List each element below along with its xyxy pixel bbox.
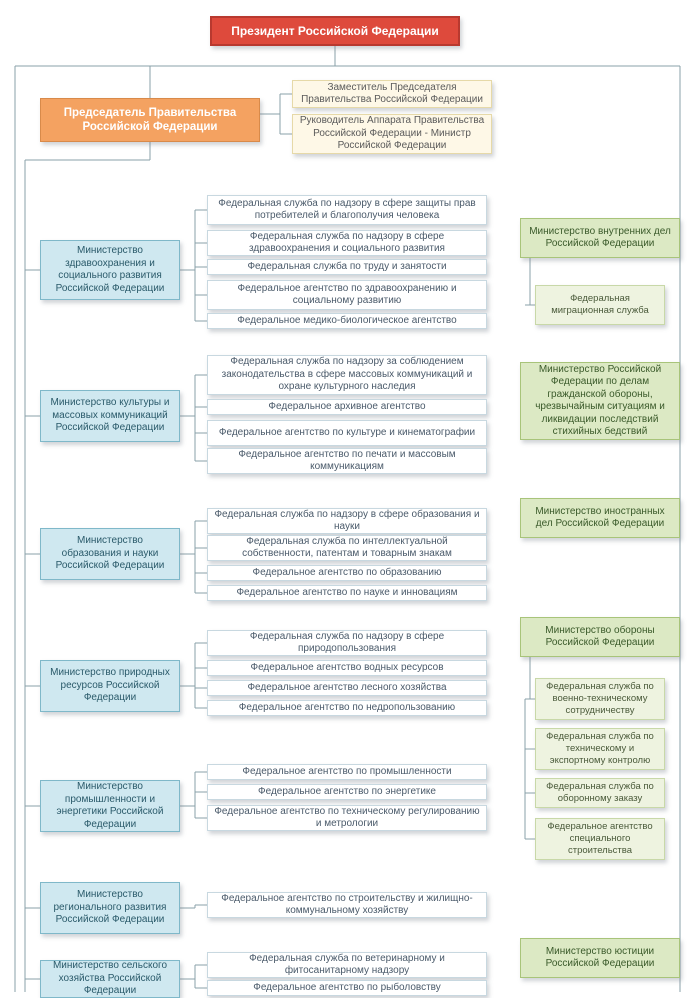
president-box: Президент Российской Федерации — [210, 16, 460, 46]
agency-0-2: Федеральная служба по труду и занятости — [207, 259, 487, 275]
agency-1-3: Федеральное агентство по печати и массов… — [207, 448, 487, 474]
agency-1-2: Федеральное агентство по культуре и кине… — [207, 420, 487, 446]
chairman-box: Председатель Правительства Российской Фе… — [40, 98, 260, 142]
agency-0-3: Федеральное агентство по здравоохранению… — [207, 280, 487, 310]
agency-5-0: Федеральное агентство по строительству и… — [207, 892, 487, 918]
ministry-blue-5: Министерство регионального развития Росс… — [40, 882, 180, 934]
agency-2-0: Федеральная служба по надзору в сфере об… — [207, 508, 487, 534]
agency-3-3: Федеральное агентство по недропользовани… — [207, 700, 487, 716]
agency-0-0: Федеральная служба по надзору в сфере за… — [207, 195, 487, 225]
sub-green-3-3: Федеральное агентство специального строи… — [535, 818, 665, 860]
deputy-box-1: Руководитель Аппарата Правительства Росс… — [292, 114, 492, 154]
agency-2-1: Федеральная служба по интеллектуальной с… — [207, 535, 487, 561]
ministry-green-2: Министерство иностранных дел Российской … — [520, 498, 680, 538]
agency-2-3: Федеральное агентство по науке и инновац… — [207, 585, 487, 601]
agency-0-1: Федеральная служба по надзору в сфере зд… — [207, 230, 487, 256]
ministry-green-1: Министерство Российской Федерации по дел… — [520, 362, 680, 440]
agency-3-2: Федеральное агентство лесного хозяйства — [207, 680, 487, 696]
agency-6-1: Федеральное агентство по рыболовству — [207, 980, 487, 996]
ministry-green-4: Министерство юстиции Российской Федераци… — [520, 938, 680, 978]
sub-green-3-1: Федеральная служба по техническому и экс… — [535, 728, 665, 770]
agency-1-1: Федеральное архивное агентство — [207, 399, 487, 415]
ministry-green-3: Министерство обороны Российской Федераци… — [520, 617, 680, 657]
agency-2-2: Федеральное агентство по образованию — [207, 565, 487, 581]
sub-green-3-2: Федеральная служба по оборонному заказу — [535, 778, 665, 808]
sub-green-3-0: Федеральная служба по военно-техническом… — [535, 678, 665, 720]
ministry-green-0: Министерство внутренних дел Российской Ф… — [520, 218, 680, 258]
ministry-blue-1: Министерство культуры и массовых коммуни… — [40, 390, 180, 442]
agency-1-0: Федеральная служба по надзору за соблюде… — [207, 355, 487, 395]
agency-3-0: Федеральная служба по надзору в сфере пр… — [207, 630, 487, 656]
ministry-blue-3: Министерство природных ресурсов Российск… — [40, 660, 180, 712]
ministry-blue-2: Министерство образования и науки Российс… — [40, 528, 180, 580]
ministry-blue-0: Министерство здравоохранения и социально… — [40, 240, 180, 300]
agency-6-0: Федеральная служба по ветеринарному и фи… — [207, 952, 487, 978]
agency-4-0: Федеральное агентство по промышленности — [207, 764, 487, 780]
sub-green-0-0: Федеральная миграционная служба — [535, 285, 665, 325]
ministry-blue-6: Министерство сельского хозяйства Российс… — [40, 960, 180, 998]
agency-4-2: Федеральное агентство по техническому ре… — [207, 805, 487, 831]
agency-0-4: Федеральное медико-биологическое агентст… — [207, 313, 487, 329]
agency-4-1: Федеральное агентство по энергетике — [207, 784, 487, 800]
deputy-box-0: Заместитель Председателя Правительства Р… — [292, 80, 492, 108]
agency-3-1: Федеральное агентство водных ресурсов — [207, 660, 487, 676]
ministry-blue-4: Министерство промышленности и энергетики… — [40, 780, 180, 832]
